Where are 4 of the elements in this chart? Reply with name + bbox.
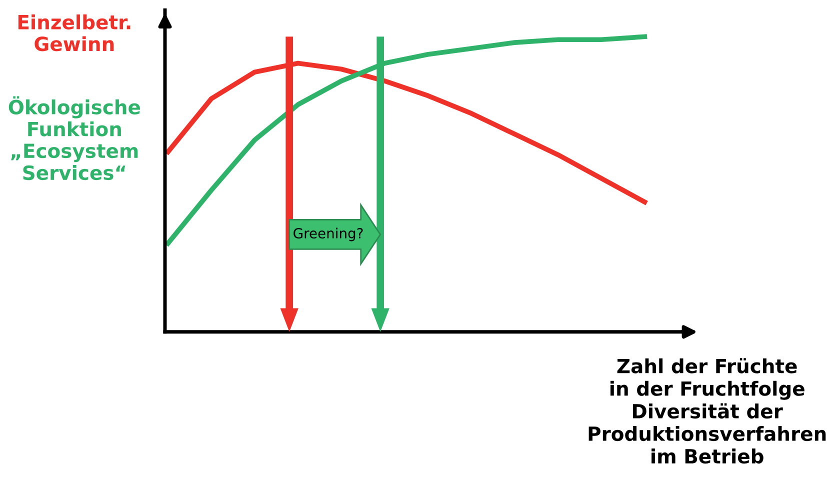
- annotation: Greening?: [294, 228, 363, 242]
- x-axis-title: Zahl der Früchte in der Fruchtfolge Diversität der Produktionsverfahren im Betrieb: [588, 358, 826, 464]
- text: Einzelbetr. Gewinn: [18, 14, 130, 52]
- text: Ökologische Funktion „Ecosystem Services“: [8, 96, 140, 180]
